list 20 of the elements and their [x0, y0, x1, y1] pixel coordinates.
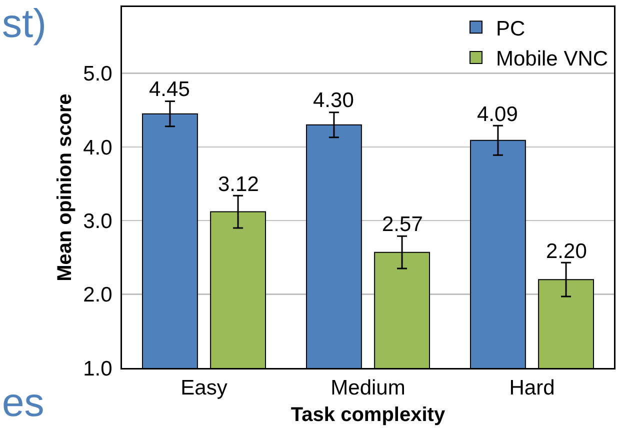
y-tick-label: 5.0 [83, 62, 112, 86]
y-tick-label: 3.0 [83, 210, 112, 233]
text: st) [2, 2, 46, 46]
text: es [2, 381, 44, 425]
x-tick-label: Medium [330, 376, 406, 400]
data-label: 4.30 [313, 89, 354, 112]
y-tick-label: 1.0 [83, 357, 112, 380]
data-label: 4.45 [149, 78, 190, 101]
x-tick-label: Easy [180, 376, 228, 400]
data-label: 3.12 [218, 173, 259, 196]
legend-label: PC [496, 17, 526, 40]
data-label: 2.57 [382, 213, 423, 236]
x-axis-title: Task complexity [290, 404, 446, 426]
data-label: 4.09 [477, 103, 518, 126]
x-tick-label: Hard [509, 376, 555, 400]
y-tick-label: 4.0 [83, 136, 112, 160]
y-axis-title: Mean opinion score [54, 94, 76, 282]
y-tick-label: 2.0 [83, 284, 112, 307]
legend-label: Mobile VNC [496, 48, 608, 71]
data-label: 2.20 [546, 240, 587, 263]
